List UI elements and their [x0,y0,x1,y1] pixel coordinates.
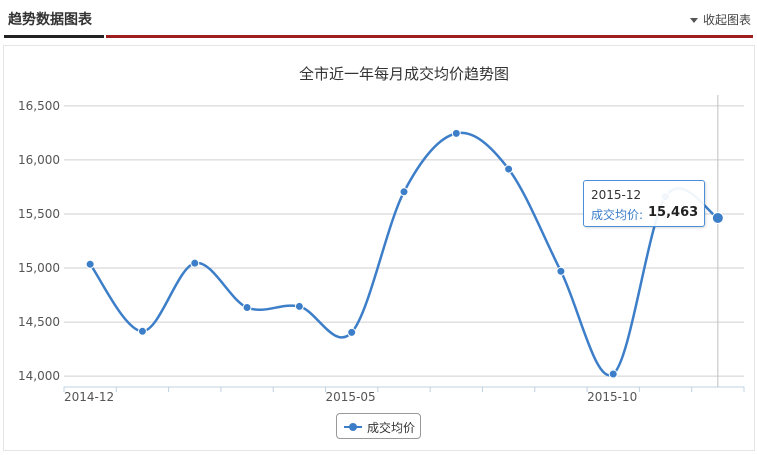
y-tick-label: 16,500 [18,99,60,113]
data-point [85,259,95,269]
data-point [399,187,409,197]
accent-divider [106,35,753,38]
y-tick-label: 15,500 [18,207,60,221]
legend-dot-symbol [349,423,357,431]
data-point [711,211,724,224]
data-point [242,303,252,313]
data-point [451,128,461,138]
x-tick-label: 2014-12 [64,390,114,404]
y-tick-label: 14,500 [18,315,60,329]
data-point [190,258,200,268]
data-point [608,369,618,379]
section-title: 趋势数据图表 [8,12,92,28]
series-line [89,131,719,377]
data-point [347,327,357,337]
legend-label: 成交均价 [367,421,416,435]
data-point [556,266,566,276]
y-tick-label: 15,000 [18,261,60,275]
title-tab: 趋势数据图表 [4,0,104,40]
data-point [137,326,147,336]
y-tick-label: 16,000 [18,153,60,167]
legend-line-symbol [344,423,362,431]
collapse-chart-button[interactable]: 收起图表 [689,11,751,28]
chart-tooltip: 2015-12 成交均价: 15,463 [583,180,705,227]
tooltip-series-value: 15,463 [648,205,699,220]
tooltip-series-name: 成交均价: [591,208,644,222]
legend-item-avg-price[interactable]: 成交均价 [336,413,421,439]
collapse-chart-label: 收起图表 [702,13,751,27]
data-point [294,301,304,311]
chart-header: 趋势数据图表 收起图表 [0,0,757,40]
title-underline [4,35,104,38]
caret-down-icon [689,18,698,23]
chart-frame [3,45,755,451]
data-point [504,164,514,174]
tooltip-x-value: 2015-12 [591,188,642,202]
chart-title: 全市近一年每月成交均价趋势图 [299,65,509,83]
y-tick-label: 14,000 [18,369,60,383]
x-tick-label: 2015-05 [326,390,376,404]
x-tick-label: 2015-10 [587,390,637,404]
